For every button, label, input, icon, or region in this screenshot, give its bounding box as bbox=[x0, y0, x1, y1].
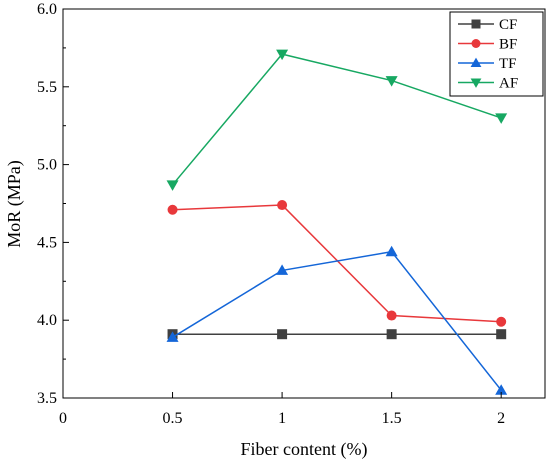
data-point-bf bbox=[386, 310, 397, 321]
legend-label-tf: TF bbox=[499, 56, 517, 72]
data-point-bf bbox=[277, 200, 288, 211]
x-tick-label: 1.5 bbox=[382, 410, 402, 427]
y-tick-label: 3.5 bbox=[37, 390, 57, 407]
data-point-tf bbox=[276, 264, 289, 275]
data-point-af bbox=[166, 180, 179, 191]
legend: CF BF TF AF bbox=[449, 11, 544, 97]
legend-marker-af bbox=[470, 78, 482, 88]
y-tick-label: 4.5 bbox=[37, 234, 57, 251]
data-point-tf bbox=[385, 245, 398, 257]
data-point-bf bbox=[167, 204, 178, 215]
x-tick-label: 0 bbox=[59, 410, 67, 427]
data-point-af bbox=[385, 76, 398, 87]
y-tick-label: 4.0 bbox=[37, 312, 57, 329]
x-tick-label: 1 bbox=[278, 410, 286, 427]
x-tick-label: 0.5 bbox=[163, 410, 183, 427]
series-line-af bbox=[171, 53, 502, 186]
legend-label-af: AF bbox=[499, 76, 518, 92]
data-point-cf bbox=[277, 329, 288, 340]
data-point-bf bbox=[496, 316, 507, 327]
y-axis-label: MoR (MPa) bbox=[4, 160, 25, 248]
data-point-cf bbox=[386, 329, 397, 340]
data-point-af bbox=[495, 113, 508, 124]
series-line-bf bbox=[172, 204, 502, 323]
x-axis-label: Fiber content (%) bbox=[241, 439, 368, 460]
legend-label-cf: CF bbox=[499, 17, 517, 33]
y-tick-label: 5.0 bbox=[37, 157, 57, 174]
x-tick-label: 2 bbox=[497, 410, 505, 427]
legend-marker-tf bbox=[470, 57, 482, 68]
y-tick-label: 5.5 bbox=[37, 79, 57, 96]
series-line-tf bbox=[172, 250, 502, 391]
data-point-af bbox=[276, 49, 289, 61]
legend-label-bf: BF bbox=[499, 37, 517, 53]
legend-marker-cf bbox=[471, 19, 481, 29]
y-tick-label: 6.0 bbox=[37, 1, 57, 18]
legend-marker-bf bbox=[471, 39, 481, 48]
axes: 0 0.5 1 1.5 2 3.5 4.0 4.5 5.0 5.5 6.0 bbox=[37, 1, 546, 427]
data-point-tf bbox=[166, 331, 179, 342]
data-point-cf bbox=[496, 329, 507, 340]
data-point-tf bbox=[495, 384, 508, 395]
plot-area bbox=[166, 49, 508, 395]
